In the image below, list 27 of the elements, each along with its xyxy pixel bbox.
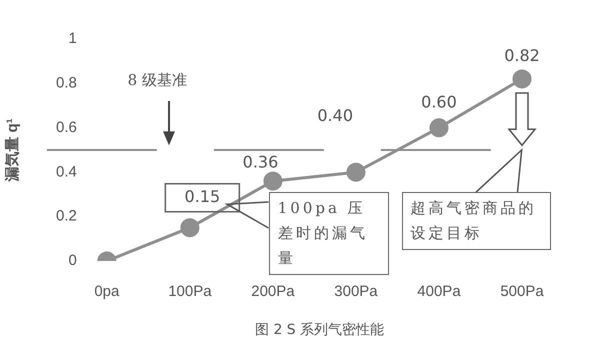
y-tick-label: 1 [68,30,77,48]
x-tick-label: 300Pa [334,283,378,300]
x-tick-label: 400Pa [417,283,462,300]
y-tick-label: 0.4 [56,163,77,180]
y-tick-label: 0.6 [56,118,77,136]
y-tick-label: 0.8 [56,74,77,92]
y-tick-label: 0.2 [56,208,77,225]
annotation: 100pa 压差时的漏气量 [268,192,390,276]
annotation: 8 级基准 [128,70,187,91]
annotation: 超高气密商品的设定目标 [402,192,552,250]
y-tick-label: 0 [68,252,77,270]
point [346,162,366,182]
x-tick-label: 100Pa [168,283,212,300]
data-label: 0.60 [421,92,457,112]
point [512,69,532,88]
y-axis-title: 漏気量 q¹ [4,118,22,183]
data-label: 0.40 [317,106,353,125]
x-tick-label: 500Pa [500,283,544,300]
data-label: 0.36 [242,152,278,172]
x-tick-label: 0pa [94,283,120,300]
point [263,172,282,191]
x-tick-label: 200Pa [251,283,296,300]
caption: 图 2 S 系列气密性能 [255,321,384,340]
point [180,218,200,238]
point [429,118,448,138]
data-label: 0.15 [184,186,220,206]
data-label: 0.82 [504,46,540,65]
